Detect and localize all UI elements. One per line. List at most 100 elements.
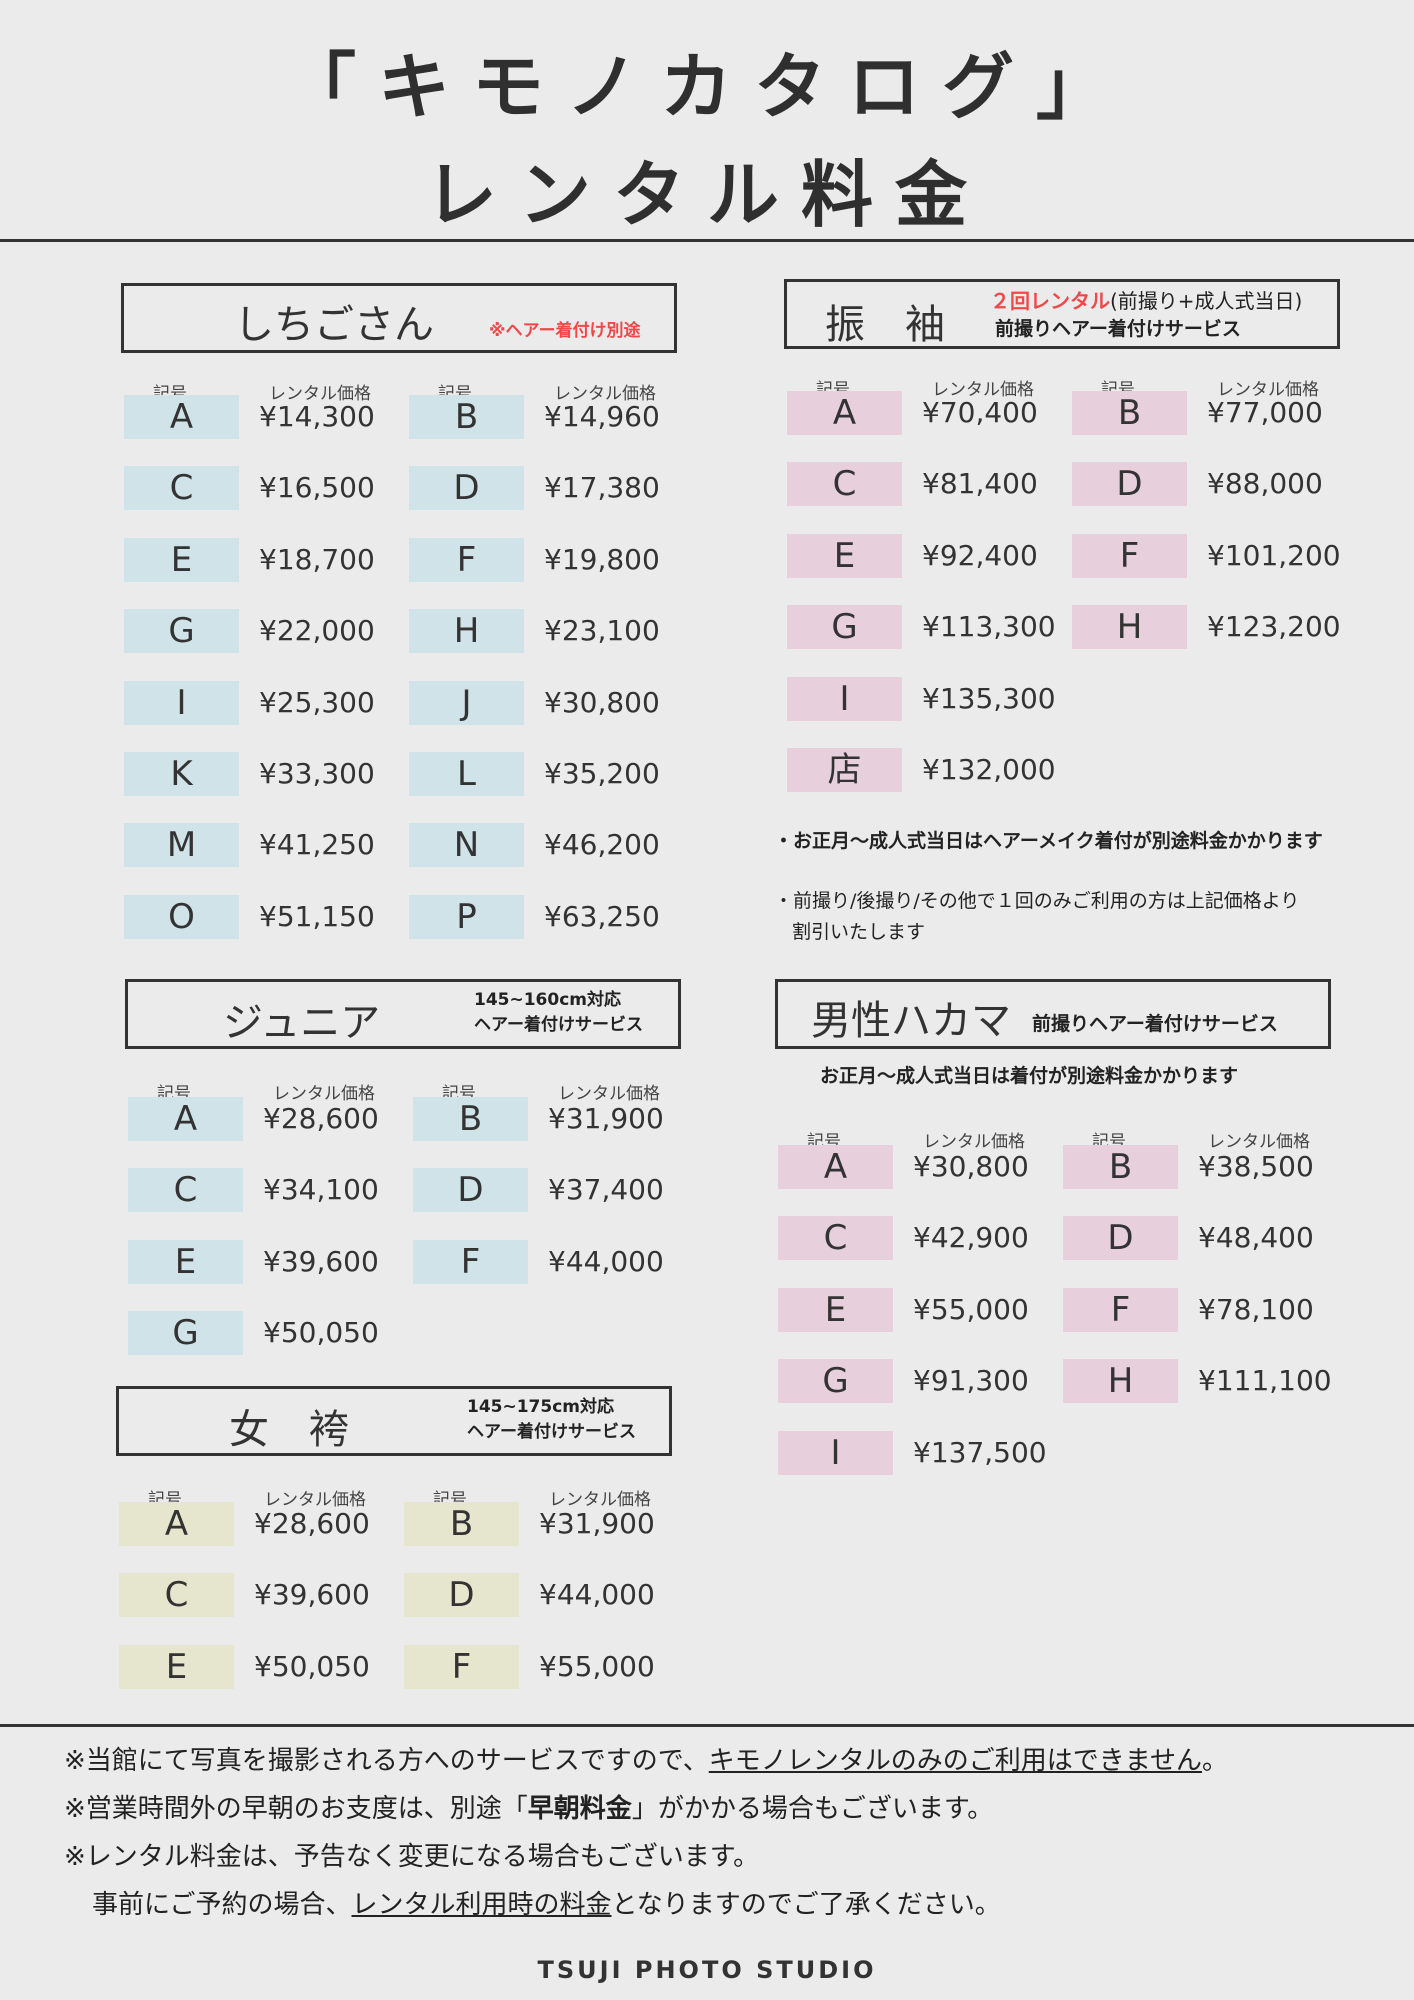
item-code: C xyxy=(787,462,902,507)
section-note: ヘアー着付けサービス xyxy=(474,1015,643,1035)
item-price: ¥31,900 xyxy=(539,1507,655,1540)
column-header-price: レンタル価格 xyxy=(932,380,1034,400)
text: 。 xyxy=(1201,1746,1228,1776)
item-price: ¥14,960 xyxy=(544,400,660,433)
column-header-price: レンタル価格 xyxy=(264,1490,366,1510)
footer-note-4: 事前にご予約の場合、レンタル利用時の料金となりますのでご了承ください。 xyxy=(92,1884,1001,1921)
item-price: ¥55,000 xyxy=(913,1292,1029,1326)
item-code: N xyxy=(409,823,524,868)
item-price: ¥81,400 xyxy=(922,467,1038,501)
item-code: A xyxy=(128,1097,243,1141)
item-code: I xyxy=(124,680,239,725)
item-code: E xyxy=(778,1287,893,1332)
item-price: ¥19,800 xyxy=(544,542,660,576)
item-code: F xyxy=(1063,1287,1178,1332)
text: ※営業時間外の早朝のお支度は、別途「 xyxy=(64,1794,528,1824)
item-price: ¥42,900 xyxy=(913,1221,1029,1255)
item-price: ¥30,800 xyxy=(544,685,660,719)
item-price: ¥17,380 xyxy=(544,471,660,505)
item-code: L xyxy=(409,752,524,796)
item-code: F xyxy=(413,1239,528,1284)
item-code: M xyxy=(124,823,239,868)
column-header-price: レンタル価格 xyxy=(558,1084,660,1104)
item-code: A xyxy=(119,1502,234,1546)
item-code: C xyxy=(128,1168,243,1213)
rental-count-note: ２回レンタル xyxy=(990,289,1110,313)
footer-note-2: ※営業時間外の早朝のお支度は、別途「早朝料金」がかかる場合もございます。 xyxy=(64,1788,993,1825)
item-price: ¥35,200 xyxy=(544,757,660,790)
item-price: ¥14,300 xyxy=(259,400,375,433)
divider xyxy=(0,239,1414,242)
section-title: 男性ハカマ xyxy=(811,998,1011,1044)
rental-count-paren: (前撮り+成人式当日) xyxy=(1110,289,1303,313)
item-price: ¥44,000 xyxy=(539,1578,655,1612)
section-title: 女 袴 xyxy=(229,1407,349,1453)
column-header-price: レンタル価格 xyxy=(923,1132,1025,1152)
furisode-note-1: ・お正月～成人式当日はヘアーメイク着付が別途料金かかります xyxy=(774,830,1323,852)
item-price: ¥28,600 xyxy=(254,1507,370,1540)
section-header-box: 振 袖 ２回レンタル(前撮り+成人式当日) 前撮りヘアー着付けサービス xyxy=(784,279,1340,349)
item-price: ¥48,400 xyxy=(1198,1221,1314,1255)
section-note: 前撮りヘアー着付けサービス xyxy=(1032,1013,1278,1035)
item-price: ¥132,000 xyxy=(922,753,1056,786)
item-code: 店 xyxy=(787,748,902,792)
item-code: B xyxy=(413,1097,528,1141)
item-code: H xyxy=(409,609,524,654)
section-header-box: ジュニア 145~160cm対応 ヘアー着付けサービス xyxy=(125,979,681,1049)
item-price: ¥46,200 xyxy=(544,828,660,862)
item-code: A xyxy=(787,391,902,435)
item-price: ¥33,300 xyxy=(259,757,375,790)
item-price: ¥30,800 xyxy=(913,1150,1029,1183)
section-title: 振 袖 xyxy=(825,302,945,348)
item-price: ¥91,300 xyxy=(913,1364,1029,1398)
item-price: ¥123,200 xyxy=(1207,610,1341,644)
item-code: F xyxy=(409,537,524,582)
item-price: ¥41,250 xyxy=(259,828,375,862)
item-code: G xyxy=(787,605,902,650)
item-code: B xyxy=(404,1502,519,1546)
item-code: J xyxy=(409,680,524,725)
underlined-text: レンタル利用時の料金 xyxy=(351,1890,612,1920)
item-price: ¥23,100 xyxy=(544,614,660,648)
text: となりますのでご了承ください。 xyxy=(611,1890,1001,1920)
section-note: ヘアー着付けサービス xyxy=(467,1422,636,1442)
column-header-price: レンタル価格 xyxy=(269,384,371,404)
item-code: G xyxy=(128,1311,243,1356)
section-title: しちごさん xyxy=(234,302,434,348)
item-price: ¥38,500 xyxy=(1198,1150,1314,1183)
item-code: D xyxy=(409,466,524,511)
page-title: 「キモノカタログ」 xyxy=(283,45,1130,129)
item-code: D xyxy=(404,1573,519,1618)
item-code: C xyxy=(119,1573,234,1618)
section-title: ジュニア xyxy=(223,1000,381,1046)
item-code: I xyxy=(787,676,902,721)
item-code: A xyxy=(778,1145,893,1189)
item-code: B xyxy=(1072,391,1187,435)
item-price: ¥37,400 xyxy=(548,1173,664,1207)
furisode-note-3: 割引いたします xyxy=(792,921,926,943)
item-price: ¥39,600 xyxy=(263,1244,379,1278)
item-price: ¥113,300 xyxy=(922,610,1056,644)
item-code: C xyxy=(778,1216,893,1261)
item-price: ¥50,050 xyxy=(254,1649,370,1683)
footer-note-3: ※レンタル料金は、予告なく変更になる場合もございます。 xyxy=(64,1842,760,1872)
item-price: ¥16,500 xyxy=(259,471,375,505)
item-code: D xyxy=(1063,1216,1178,1261)
item-code: E xyxy=(787,533,902,578)
text: 」がかかる場合もございます。 xyxy=(631,1794,994,1824)
bold-text: 早朝料金 xyxy=(527,1794,632,1824)
item-code: E xyxy=(128,1239,243,1284)
text: ※当館にて写真を撮影される方へのサービスですので、 xyxy=(64,1746,709,1776)
item-price: ¥135,300 xyxy=(922,681,1056,715)
text: 事前にご予約の場合、 xyxy=(92,1890,352,1920)
item-code: A xyxy=(124,395,239,439)
item-price: ¥31,900 xyxy=(548,1102,664,1135)
furisode-note-2: ・前撮り/後撮り/その他で１回のみご利用の方は上記価格より xyxy=(774,890,1300,912)
section-sub-note: お正月～成人式当日は着付が別途料金かかります xyxy=(820,1065,1239,1087)
section-header-box: 女 袴 145~175cm対応 ヘアー着付けサービス xyxy=(116,1386,672,1456)
item-code: O xyxy=(124,894,239,939)
item-price: ¥44,000 xyxy=(548,1244,664,1278)
column-header-price: レンタル価格 xyxy=(1208,1132,1310,1152)
page-subtitle: レンタル料金 xyxy=(424,153,989,237)
item-code: I xyxy=(778,1430,893,1475)
